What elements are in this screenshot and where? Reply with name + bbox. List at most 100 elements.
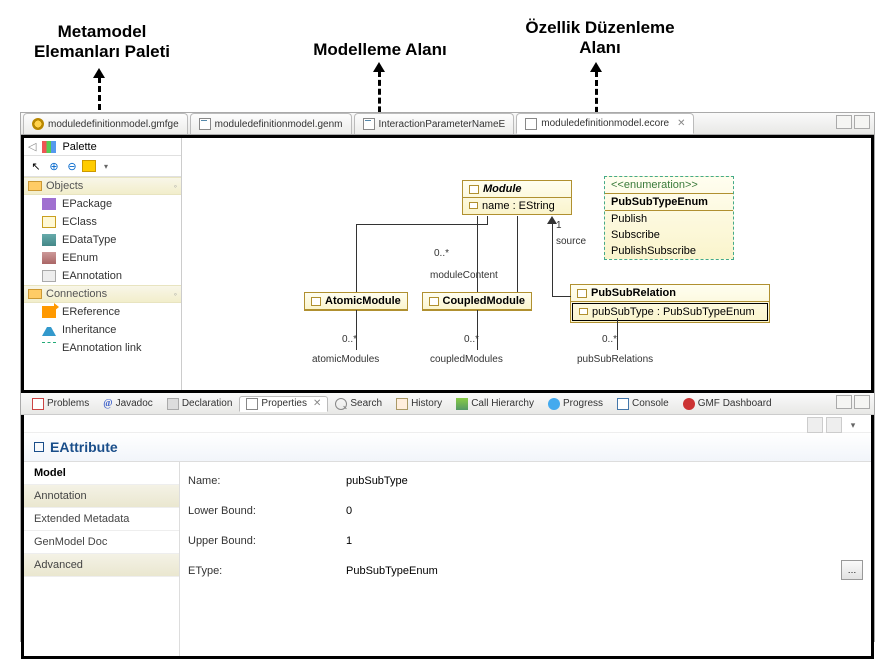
tab-callhierarchy[interactable]: Call Hierarchy	[449, 396, 541, 412]
toolbar-btn[interactable]	[807, 417, 823, 433]
edge	[356, 224, 487, 225]
ereference-icon	[42, 306, 56, 318]
prop-row-upper: Upper Bound:	[180, 526, 871, 556]
tab-problems[interactable]: Problems	[25, 396, 96, 412]
palette-group-objects[interactable]: Objects◦	[24, 177, 181, 195]
palette-item-ereference[interactable]: EReference	[24, 303, 181, 321]
prop-label: Upper Bound:	[180, 535, 340, 547]
tab-properties[interactable]: Properties✕	[239, 396, 328, 412]
tab-gmfge[interactable]: moduledefinitionmodel.gmfge	[23, 113, 188, 134]
tab-progress[interactable]: Progress	[541, 396, 610, 412]
properties-sidebar: Model Annotation Extended Metadata GenMo…	[24, 462, 180, 656]
side-annotation[interactable]: Annotation	[24, 485, 179, 508]
palette-item-inheritance[interactable]: Inheritance	[24, 321, 181, 339]
tab-declaration[interactable]: Declaration	[160, 396, 240, 412]
annotation-palette: Metamodel Elemanları Paleti	[12, 22, 192, 62]
properties-toolbar: ▾	[807, 417, 861, 433]
item-label: EClass	[62, 216, 97, 228]
epackage-icon	[42, 198, 56, 210]
palette-item-edatatype[interactable]: EDataType	[24, 231, 181, 249]
toolbar-dropdown[interactable]: ▾	[845, 417, 861, 433]
maximize-button[interactable]	[854, 115, 870, 129]
minimize-button[interactable]	[836, 115, 852, 129]
tab-genm[interactable]: moduledefinitionmodel.genm	[190, 113, 352, 134]
close-icon[interactable]: ✕	[313, 398, 321, 409]
console-icon	[617, 398, 629, 410]
tab-javadoc[interactable]: @Javadoc	[96, 396, 160, 411]
etype-browse-button[interactable]: …	[841, 560, 863, 580]
nuke-icon	[32, 118, 44, 130]
edge-mult: 0..*	[602, 334, 617, 345]
class-module[interactable]: Module name : EString	[462, 180, 572, 215]
palette-item-epackage[interactable]: EPackage	[24, 195, 181, 213]
edge	[487, 216, 488, 225]
cursor-icon[interactable]: ↖	[28, 158, 44, 174]
class-pubsubrelation[interactable]: PubSubRelation pubSubType : PubSubTypeEn…	[570, 284, 770, 323]
eclass-icon	[42, 216, 56, 228]
item-label: EReference	[62, 306, 120, 318]
tab-label: History	[411, 398, 442, 409]
palette-item-eclass[interactable]: EClass	[24, 213, 181, 231]
tab-label: Declaration	[182, 398, 233, 409]
note-icon[interactable]	[82, 160, 96, 172]
maximize-button[interactable]	[854, 395, 870, 409]
tab-label: moduledefinitionmodel.ecore	[541, 118, 669, 129]
tab-history[interactable]: History	[389, 396, 449, 412]
tab-gmfdashboard[interactable]: GMF Dashboard	[676, 396, 779, 412]
side-advanced[interactable]: Advanced	[24, 554, 179, 577]
enum-pubsubtype[interactable]: <<enumeration>> PubSubTypeEnum Publish S…	[604, 176, 734, 260]
problems-icon	[32, 398, 44, 410]
edge-label: atomicModules	[312, 354, 379, 365]
class-atomicmodule[interactable]: AtomicModule	[304, 292, 408, 311]
attribute: pubSubType : PubSubTypeEnum	[592, 306, 755, 318]
edge-label: pubSubRelations	[577, 354, 653, 365]
etype-input[interactable]	[344, 563, 867, 579]
properties-body: Model Annotation Extended Metadata GenMo…	[24, 462, 871, 656]
toolbar-btn[interactable]	[826, 417, 842, 433]
prop-row-lower: Lower Bound:	[180, 496, 871, 526]
name-input[interactable]	[344, 473, 867, 489]
dropdown-icon[interactable]: ▾	[98, 158, 114, 174]
tab-label: Call Hierarchy	[471, 398, 534, 409]
upper-input[interactable]	[344, 533, 867, 549]
properties-title: EAttribute	[50, 439, 118, 455]
lower-input[interactable]	[344, 503, 867, 519]
palette-item-eannotation-link[interactable]: EAnnotation link	[24, 339, 181, 357]
palette-item-eannotation[interactable]: EAnnotation	[24, 267, 181, 285]
minimize-button[interactable]	[836, 395, 852, 409]
tab-console[interactable]: Console	[610, 396, 676, 412]
tab-label: Search	[350, 398, 382, 409]
properties-icon	[246, 398, 258, 410]
tab-search[interactable]: Search	[328, 396, 389, 412]
edge	[517, 216, 518, 292]
edge	[552, 224, 553, 225]
group-label: Connections	[46, 288, 107, 300]
item-label: EEnum	[62, 252, 98, 264]
edge-mult: 1	[556, 220, 562, 231]
side-extended-metadata[interactable]: Extended Metadata	[24, 508, 179, 531]
prop-label: Lower Bound:	[180, 505, 340, 517]
pin-icon: ◦	[174, 181, 177, 191]
triangle-icon[interactable]: ◁	[28, 140, 36, 153]
side-model[interactable]: Model	[24, 462, 179, 485]
tab-ecore[interactable]: moduledefinitionmodel.ecore ✕	[516, 113, 694, 134]
class-coupledmodule[interactable]: CoupledModule	[422, 292, 532, 311]
edge-label: coupledModules	[430, 354, 503, 365]
tab-interaction[interactable]: InteractionParameterNameE	[354, 113, 515, 134]
palette-group-connections[interactable]: Connections◦	[24, 285, 181, 303]
stereotype: <<enumeration>>	[605, 177, 733, 193]
doc-icon	[199, 118, 211, 130]
editor-window: moduledefinitionmodel.gmfge moduledefini…	[20, 112, 875, 642]
diagram-canvas[interactable]: Module name : EString <<enumeration>> Pu…	[182, 138, 871, 390]
zoom-out-icon[interactable]: ⊖	[64, 158, 80, 174]
zoom-in-icon[interactable]: ⊕	[46, 158, 62, 174]
tab-label: moduledefinitionmodel.genm	[215, 119, 343, 130]
item-label: EAnnotation link	[62, 342, 142, 354]
palette-header: ◁ Palette	[24, 138, 181, 156]
editor-tabbar: moduledefinitionmodel.gmfge moduledefini…	[21, 113, 874, 135]
close-icon[interactable]: ✕	[677, 118, 685, 129]
side-genmodel-doc[interactable]: GenModel Doc	[24, 531, 179, 554]
progress-icon	[548, 398, 560, 410]
palette-item-eenum[interactable]: EEnum	[24, 249, 181, 267]
top-pane: ◁ Palette ↖ ⊕ ⊖ ▾ Objects◦ EPackage ECla…	[21, 135, 874, 393]
